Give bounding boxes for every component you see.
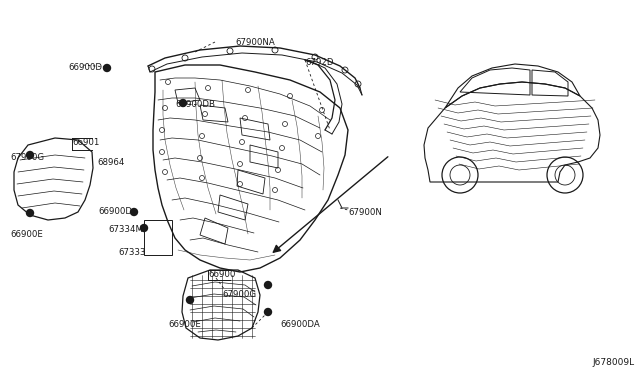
Text: 67900G: 67900G [222,290,256,299]
Text: 66901: 66901 [72,138,99,147]
Text: 66900D: 66900D [68,63,102,72]
Text: 6792D: 6792D [305,58,333,67]
Text: 67900N: 67900N [348,208,382,217]
Circle shape [141,224,147,231]
Circle shape [186,296,193,304]
Text: 66900DB: 66900DB [175,100,215,109]
Circle shape [26,209,33,217]
Text: 66900D: 66900D [98,207,132,216]
Text: 67900NA: 67900NA [235,38,275,47]
Text: 67900G: 67900G [10,153,44,162]
Circle shape [131,208,138,215]
Text: 66900: 66900 [208,270,236,279]
Circle shape [26,151,33,158]
Circle shape [179,99,186,106]
Circle shape [264,282,271,289]
Text: 67334M: 67334M [108,225,143,234]
Text: 66900E: 66900E [10,230,43,239]
Circle shape [264,308,271,315]
Text: 66900DA: 66900DA [280,320,320,329]
Text: 66900E: 66900E [168,320,201,329]
Text: J678009L: J678009L [592,358,634,367]
Text: 68964: 68964 [97,158,124,167]
Text: 67333: 67333 [118,248,145,257]
Circle shape [104,64,111,71]
